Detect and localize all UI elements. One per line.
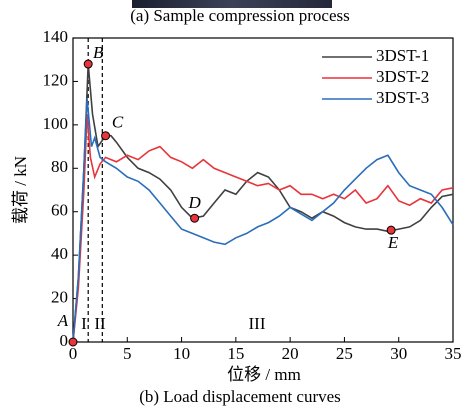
legend-label: 3DST-3 <box>376 88 429 107</box>
annotation-label: E <box>387 233 399 252</box>
y-axis-label: 载荷 / kN <box>11 156 30 224</box>
series-line <box>72 113 454 343</box>
caption-a: (a) Sample compression process <box>130 6 350 25</box>
x-axis-label: 位移 / mm <box>227 365 301 384</box>
caption-b: (b) Load displacement curves <box>139 387 341 406</box>
x-tick-label: 15 <box>227 344 244 363</box>
y-tick-label: 0 <box>60 331 69 350</box>
region-label: II <box>94 314 106 333</box>
annotation-label: A <box>57 311 69 330</box>
y-tick-label: 40 <box>51 244 68 263</box>
y-tick-label: 80 <box>51 157 68 176</box>
x-tick-label: 10 <box>173 344 190 363</box>
legend-label: 3DST-1 <box>376 46 429 65</box>
x-tick-label: 30 <box>390 344 407 363</box>
y-tick-label: 20 <box>51 287 68 306</box>
annotation-label: D <box>187 193 201 212</box>
region-label: I <box>81 314 87 333</box>
annotation-point <box>68 337 78 347</box>
legend-label: 3DST-2 <box>376 67 429 86</box>
annotation-point <box>101 131 111 141</box>
y-tick-label: 100 <box>43 114 69 133</box>
annotation-label: B <box>93 43 104 62</box>
y-tick-label: 120 <box>43 70 69 89</box>
x-tick-label: 35 <box>445 344 462 363</box>
region-label: III <box>249 314 266 333</box>
x-tick-label: 20 <box>282 344 299 363</box>
x-tick-label: 25 <box>336 344 353 363</box>
series-line <box>72 98 454 343</box>
plot-frame <box>72 37 454 343</box>
x-tick-label: 0 <box>69 344 78 363</box>
annotation-label: C <box>112 113 124 132</box>
annotation-point <box>190 213 200 223</box>
photo-strip <box>132 0 332 8</box>
annotation-point <box>386 225 396 235</box>
x-tick-label: 5 <box>123 344 132 363</box>
annotation-point <box>83 59 93 69</box>
y-tick-label: 140 <box>43 27 69 46</box>
y-tick-label: 60 <box>51 201 68 220</box>
